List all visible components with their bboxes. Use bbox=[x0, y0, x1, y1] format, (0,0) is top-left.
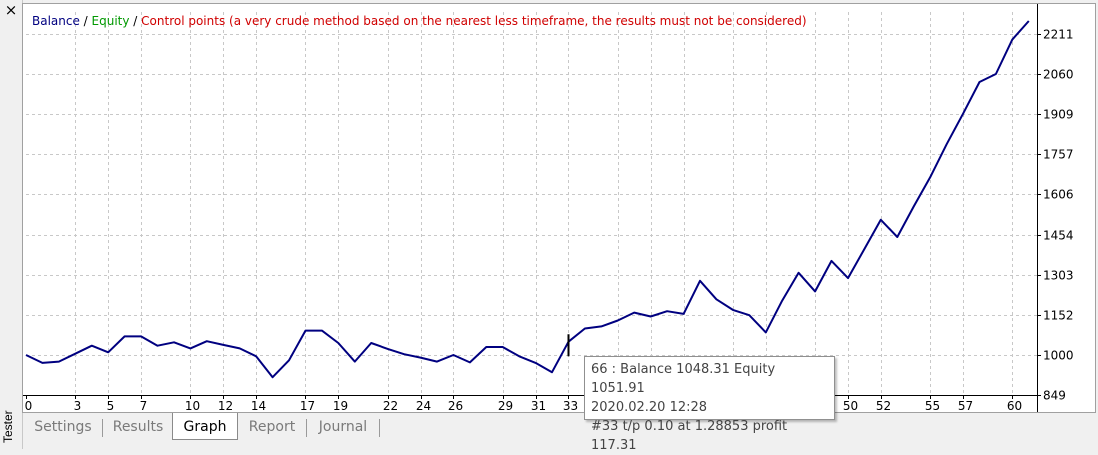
x-tick-label: 7 bbox=[140, 399, 148, 412]
x-tick-label: 31 bbox=[531, 399, 546, 412]
x-tick-label: 5 bbox=[107, 399, 115, 412]
tooltip-balance-line: 66 : Balance 1048.31 Equity 1051.91 bbox=[591, 362, 776, 396]
x-tick-label: 29 bbox=[498, 399, 513, 412]
y-tick-label: 849 bbox=[1043, 389, 1066, 403]
x-tick-label: 17 bbox=[300, 399, 315, 412]
y-tick-label: 1606 bbox=[1043, 188, 1074, 202]
sidebar-title: Tester bbox=[1, 410, 15, 443]
y-tick-label: 1152 bbox=[1043, 309, 1074, 323]
chart-svg: 2211206019091757160614541303115210008490… bbox=[23, 4, 1074, 412]
tab-settings[interactable]: Settings bbox=[34, 419, 92, 435]
balance-series-line bbox=[25, 20, 1030, 379]
tab-journal[interactable]: Journal bbox=[318, 419, 368, 435]
x-tick-label: 33 bbox=[563, 399, 578, 412]
tab-bar: Settings Results Graph Report Journal bbox=[22, 413, 1098, 449]
tab-separator bbox=[102, 419, 103, 437]
x-tick-label: 50 bbox=[843, 399, 858, 412]
tab-graph[interactable]: Graph bbox=[172, 413, 238, 440]
y-tick-label: 1909 bbox=[1043, 108, 1074, 122]
tester-sidebar: × Tester bbox=[0, 0, 23, 449]
x-tick-label: 22 bbox=[383, 399, 398, 412]
chart-tooltip: 66 : Balance 1048.31 Equity 1051.91 2020… bbox=[584, 356, 835, 453]
legend-equity: Equity bbox=[91, 14, 130, 28]
legend-balance: Balance bbox=[32, 14, 80, 28]
tooltip-trade-line: #33 t/p 0.10 at 1.28853 profit 117.31 bbox=[591, 419, 788, 453]
y-tick-label: 2060 bbox=[1043, 68, 1074, 82]
chart-legend: Balance / Equity / Control points (a ver… bbox=[32, 14, 807, 28]
y-tick-label: 1454 bbox=[1043, 229, 1074, 243]
y-tick-label: 1757 bbox=[1043, 148, 1074, 162]
y-tick-label: 1303 bbox=[1043, 269, 1074, 283]
tooltip-date-line: 2020.02.20 12:28 bbox=[591, 400, 708, 415]
y-tick-label: 2211 bbox=[1043, 28, 1074, 42]
tab-separator bbox=[306, 419, 307, 437]
x-tick-label: 57 bbox=[958, 399, 973, 412]
y-tick-label: 1000 bbox=[1043, 349, 1074, 363]
x-tick-label: 26 bbox=[448, 399, 463, 412]
tab-results[interactable]: Results bbox=[112, 419, 164, 435]
tab-separator bbox=[379, 419, 380, 437]
x-tick-label: 60 bbox=[1007, 399, 1022, 412]
x-tick-label: 0 bbox=[25, 399, 33, 412]
close-icon[interactable]: × bbox=[4, 1, 18, 19]
legend-separator: / bbox=[79, 14, 92, 28]
x-tick-label: 14 bbox=[251, 399, 266, 412]
x-tick-label: 10 bbox=[185, 399, 200, 412]
tab-report[interactable]: Report bbox=[248, 419, 296, 435]
chart-panel[interactable]: 2211 2060 1909 1757 1606 1454 1303 1152 1000 849 0… bbox=[22, 3, 1096, 413]
x-tick-label: 55 bbox=[925, 399, 940, 412]
x-tick-label: 3 bbox=[74, 399, 82, 412]
legend-separator: / bbox=[129, 14, 142, 28]
x-tick-label: 24 bbox=[416, 399, 431, 412]
x-tick-label: 12 bbox=[218, 399, 233, 412]
x-tick-label: 52 bbox=[876, 399, 891, 412]
legend-control-points: Control points (a very crude method base… bbox=[141, 14, 807, 28]
x-tick-label: 19 bbox=[333, 399, 348, 412]
